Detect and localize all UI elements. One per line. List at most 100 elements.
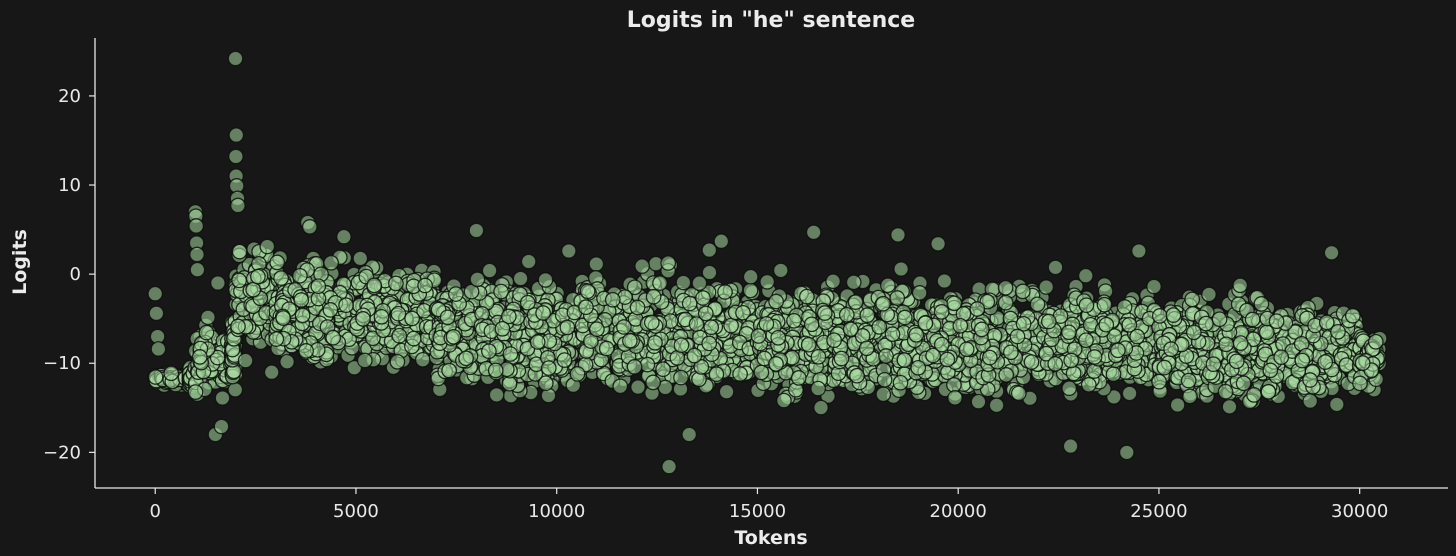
data-point xyxy=(275,310,292,326)
data-point xyxy=(612,378,629,395)
data-point xyxy=(598,340,615,357)
data-point xyxy=(231,272,247,289)
data-point xyxy=(776,392,792,409)
data-point xyxy=(958,341,975,358)
data-point xyxy=(645,374,661,391)
data-point xyxy=(214,390,231,406)
data-point xyxy=(742,268,759,285)
data-point xyxy=(1185,324,1202,341)
data-point xyxy=(1061,324,1077,341)
y-tick-label: 20 xyxy=(58,86,81,107)
data-point xyxy=(1010,385,1027,402)
data-point xyxy=(1367,333,1384,350)
data-point xyxy=(389,353,406,370)
data-point xyxy=(1110,342,1126,359)
data-point xyxy=(1129,328,1146,345)
data-point xyxy=(481,262,498,279)
data-point xyxy=(889,290,906,306)
data-point xyxy=(259,238,276,255)
data-point xyxy=(500,308,517,325)
data-point xyxy=(842,321,859,338)
data-point xyxy=(391,327,408,344)
data-point xyxy=(936,273,953,289)
data-point xyxy=(191,349,208,365)
data-point xyxy=(930,235,946,252)
data-point xyxy=(952,317,969,334)
data-point xyxy=(1235,375,1252,392)
data-point xyxy=(388,275,404,292)
data-point xyxy=(569,366,586,382)
data-point xyxy=(540,360,557,376)
data-point xyxy=(1273,349,1290,366)
data-point xyxy=(273,270,289,286)
data-point xyxy=(1344,307,1361,324)
data-point xyxy=(336,228,352,245)
data-point xyxy=(1131,243,1147,259)
data-point xyxy=(810,380,826,397)
data-point xyxy=(626,279,643,296)
data-point xyxy=(231,243,248,260)
data-point xyxy=(786,312,802,329)
data-point xyxy=(439,309,456,326)
data-point xyxy=(1065,365,1082,382)
data-point xyxy=(849,367,865,384)
data-point xyxy=(588,256,605,272)
data-point xyxy=(1184,291,1201,308)
data-point xyxy=(847,294,864,310)
data-point xyxy=(893,261,909,277)
data-point xyxy=(1330,323,1346,340)
data-point xyxy=(188,218,205,234)
data-point xyxy=(147,369,164,385)
data-point xyxy=(768,293,784,310)
data-point xyxy=(758,316,775,332)
data-point xyxy=(1211,311,1228,328)
data-point xyxy=(933,304,950,320)
data-point xyxy=(294,307,311,324)
data-point xyxy=(1198,315,1214,332)
data-point xyxy=(263,364,280,381)
data-point xyxy=(1116,299,1133,315)
data-point xyxy=(210,275,226,291)
y-tick-label: −20 xyxy=(43,442,81,463)
data-point xyxy=(414,351,431,368)
data-point xyxy=(686,347,703,364)
data-point xyxy=(753,364,770,381)
data-point xyxy=(373,308,390,325)
data-point xyxy=(908,326,925,343)
data-point xyxy=(1080,376,1097,393)
data-point xyxy=(970,393,987,410)
data-point xyxy=(519,294,536,311)
data-point xyxy=(404,310,420,327)
data-point xyxy=(1023,354,1040,370)
data-point xyxy=(933,336,950,353)
data-point xyxy=(871,319,888,335)
data-point xyxy=(1038,279,1055,295)
data-point xyxy=(237,352,254,369)
data-point xyxy=(390,305,407,322)
data-point xyxy=(997,294,1014,311)
data-point xyxy=(322,302,339,318)
data-point xyxy=(630,379,646,395)
data-point xyxy=(1246,387,1262,403)
data-point xyxy=(148,305,165,322)
data-point xyxy=(701,335,718,352)
data-point xyxy=(1302,372,1318,388)
data-point xyxy=(693,359,710,375)
data-point xyxy=(1151,373,1167,390)
data-point xyxy=(878,348,894,364)
data-point xyxy=(1146,278,1162,295)
data-point xyxy=(448,286,464,302)
data-point xyxy=(717,284,733,300)
data-point xyxy=(405,330,422,347)
data-point xyxy=(1014,283,1031,300)
data-point xyxy=(875,295,891,312)
data-point xyxy=(876,371,893,388)
data-point xyxy=(701,242,718,258)
data-point xyxy=(468,222,485,239)
data-point xyxy=(352,250,369,267)
data-point xyxy=(998,367,1015,383)
data-point xyxy=(946,295,963,312)
data-point xyxy=(673,337,690,354)
data-point xyxy=(494,320,511,337)
